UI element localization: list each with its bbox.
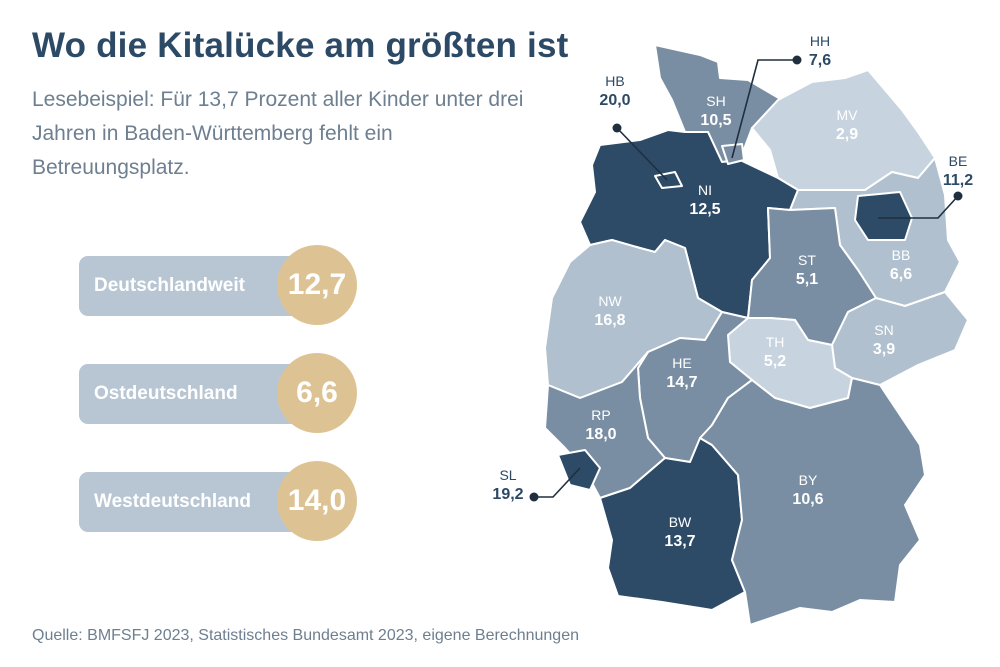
state-sn [831,291,969,386]
state-label-th: TH [766,334,785,350]
stat-germany: Deutschlandweit 12,7 [79,240,359,325]
state-label-ni: NI [698,182,712,198]
state-value-bb: 6,6 [890,266,912,283]
state-rp [544,351,666,499]
callout-dot-hb [612,123,622,133]
stat-circle: 14,0 [277,461,357,541]
stat-value: 14,0 [287,484,347,517]
state-value-ni: 12,5 [689,201,720,218]
chart-title: Wo die Kitalücke am größten ist [32,26,569,65]
state-label-nw: NW [598,293,622,309]
callout-dot-be [953,191,963,201]
callout-line-hb [616,127,668,181]
state-label-hb: HB [605,73,624,89]
stat-label: Ostdeutschland [94,383,238,404]
state-by [699,377,926,626]
state-value-hb: 20,0 [599,92,630,109]
stat-east: Ostdeutschland 6,6 [79,348,359,433]
stat-label: Westdeutschland [94,491,251,512]
state-value-he: 14,7 [666,374,697,391]
state-value-sn: 3,9 [873,341,895,358]
state-label-hh: HH [810,33,830,49]
stat-west: Westdeutschland 14,0 [79,456,359,541]
state-label-bb: BB [892,247,911,263]
state-value-st: 5,1 [796,271,818,288]
state-label-mv: MV [837,107,859,123]
callout-line-sl [534,467,581,498]
callout-line-be [878,195,959,219]
stat-value: 12,7 [287,268,347,301]
source-note: Quelle: BMFSFJ 2023, Statistisches Bunde… [32,627,579,644]
stat-label: Deutschlandweit [94,275,245,296]
state-label-by: BY [799,472,818,488]
state-label-he: HE [672,355,691,371]
state-value-th: 5,2 [764,353,786,370]
state-label-be: BE [949,153,968,169]
state-value-nw: 16,8 [594,312,625,329]
stat-pill: Westdeutschland [79,472,319,532]
state-label-rp: RP [591,407,610,423]
callout-dot-hh [792,55,802,65]
state-label-sl: SL [499,467,516,483]
state-value-be: 11,2 [943,172,973,189]
state-label-sh: SH [706,93,725,109]
state-value-hh: 7,6 [809,52,831,69]
state-value-by: 10,6 [792,491,823,508]
state-label-bw: BW [669,514,692,530]
chart-subtitle: Lesebeispiel: Für 13,7 Prozent aller Kin… [32,88,524,179]
state-label-st: ST [798,252,816,268]
callout-line-hh [731,59,797,159]
state-value-mv: 2,9 [836,126,858,143]
stat-circle: 12,7 [277,245,357,325]
state-label-sn: SN [874,322,893,338]
callout-dot-sl [529,492,539,502]
state-value-sl: 19,2 [492,486,523,503]
stat-circle: 6,6 [277,353,357,433]
state-value-rp: 18,0 [585,426,616,443]
state-value-sh: 10,5 [700,112,731,129]
stat-value: 6,6 [296,376,338,409]
stat-pill: Deutschlandweit [79,256,319,316]
state-be [854,191,913,241]
state-hb [654,171,683,189]
state-value-bw: 13,7 [664,533,695,550]
